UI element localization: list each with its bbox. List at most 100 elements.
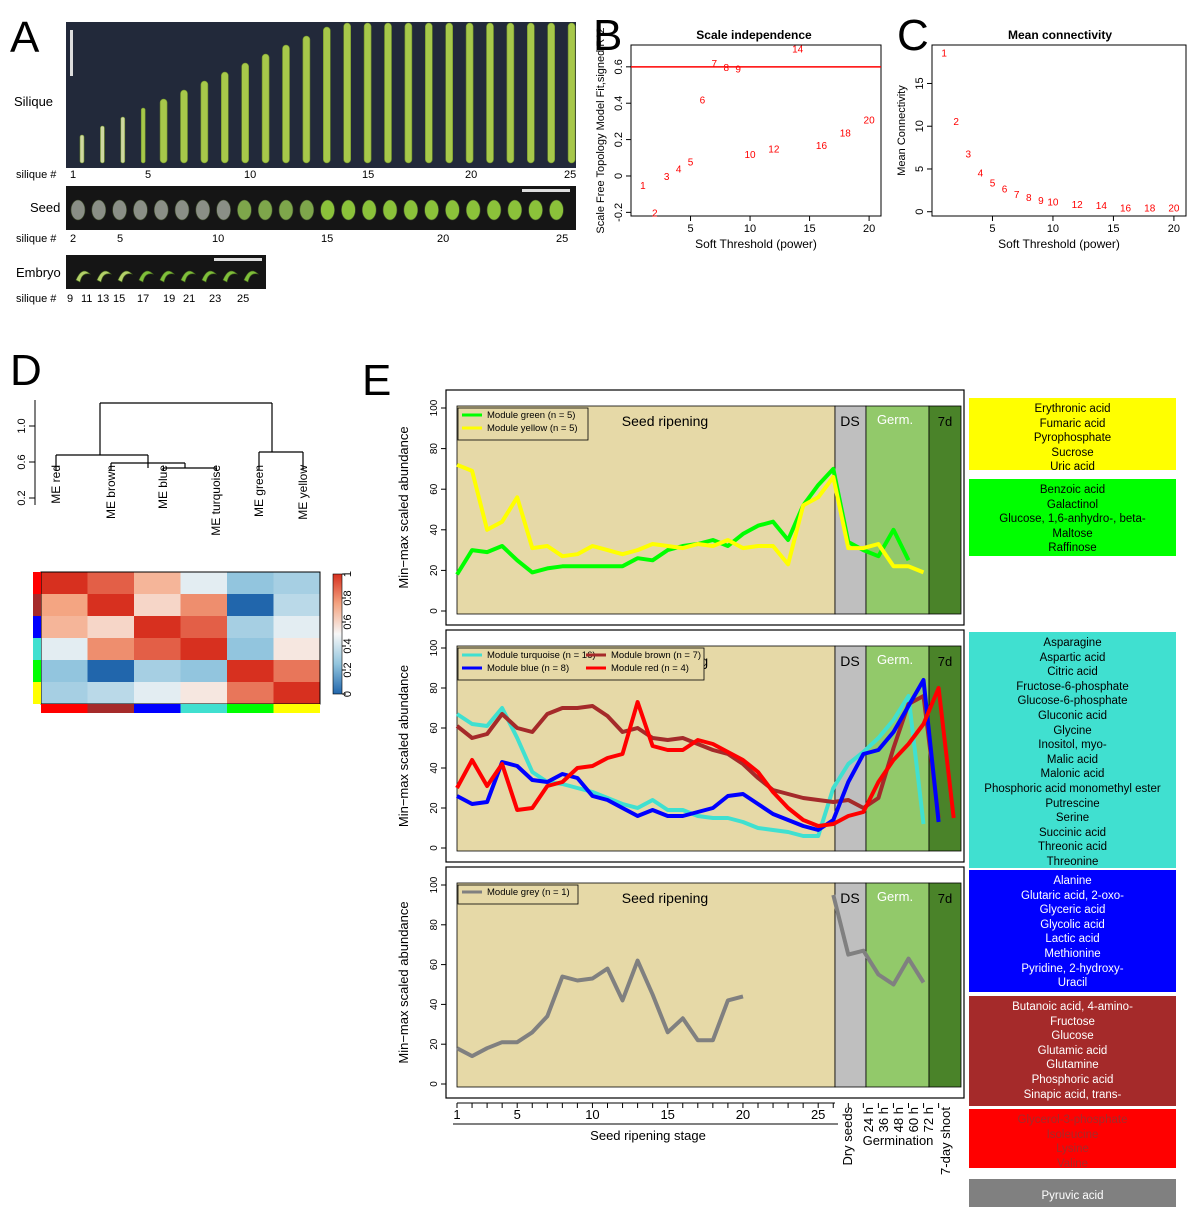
metabolite-name: Glycerol-3-phosphate [1017,1114,1128,1126]
heatmap-cell [273,638,320,660]
y-axis-label: Min−max scaled abundance [396,426,411,588]
y-tick-label: 0 [429,845,440,851]
metabolite-name: Malic acid [1046,753,1099,766]
heatmap-cell [273,572,320,594]
correlation-heatmap: 1 0.8 0.6 0.4 0.2 0 [33,571,354,713]
legend-label: Module brown (n = 7) [611,650,701,661]
silique-pod [465,22,474,164]
power-point-label: 1 [941,49,947,60]
y-tick-label: 0 [429,608,440,614]
embryo-tick-label: 13 [97,293,109,305]
x-tick-label: 15 [660,1107,674,1122]
color-scale-tick-label: 0.8 [342,590,354,605]
seed [195,199,211,221]
region-label-germ: Germ. [877,412,913,427]
heatmap-col-color-bar [134,704,181,713]
panel-e-letter: E [362,356,391,405]
heatmap-col-color-bar [227,704,274,713]
seed-row-label: Seed [30,200,60,215]
x-tick-label: 5 [514,1107,521,1122]
dendrogram-leaf-label: ME turquoise [209,465,223,536]
metabolite-name: Phosphoric acid [1031,1073,1114,1086]
seed-tick-label: 25 [556,233,568,245]
silique-pods [79,22,576,164]
metabolite-name: Threonic acid [1037,841,1108,854]
heatmap-cell [273,616,320,638]
power-point-label: 20 [1168,203,1180,214]
seed-tick-label: 20 [437,233,449,245]
metabolite-name: Aspartic acid [1039,651,1106,664]
seed-number-label: silique # [16,233,57,245]
power-point-label: 18 [1144,203,1156,214]
heatmap-cell [180,594,227,616]
power-point-label: 8 [1026,193,1032,204]
dendrogram-y-tick-label: 0.6 [16,454,28,469]
silique-row-label: Silique [14,94,53,109]
metabolite-name: Sinapic acid, trans- [1023,1088,1122,1101]
seed [361,199,377,221]
silique-pod [384,22,392,164]
y-tick-label: 80 [429,682,440,694]
heatmap-cell [227,594,274,616]
heatmap-row-color-bar [33,638,41,660]
embryo [96,270,112,283]
silique-pod [526,22,535,164]
seed-ticks: 2 5 10 15 20 25 [70,233,568,245]
metabolite-name: Glucose [1051,1030,1094,1043]
x-tick-label: 5 [989,223,995,235]
embryo [243,270,259,283]
panel-e: E Seed ripening DS Germ. 7d020406080100Min−… [362,356,965,1175]
seed [320,199,335,221]
heatmap-cell [134,682,181,704]
region-label-ripening: Seed ripening [622,413,708,429]
power-point-label: 2 [953,117,959,128]
silique-pod [567,22,576,164]
silique-pod [547,22,556,164]
y-tick-label: 5 [914,166,926,172]
metabolite-box: Glycerol-3-phosphate Isoleucine Lysine Vali… [969,1109,1176,1170]
embryo-tick-label: 17 [137,293,149,305]
plot-frame [931,44,1187,217]
dendrogram-leaf-label: ME green [252,465,266,517]
silique-tick-label: 20 [465,169,477,181]
metabolite-name: Glucose-6-phosphate [1017,695,1128,708]
plot-frame [630,44,882,217]
y-tick-label: 80 [429,919,440,931]
heatmap-cell [227,660,274,682]
heatmap-cell [41,594,88,616]
metabolite-name: Isoleucine [1046,1128,1099,1141]
silique-tick-label: 10 [244,169,256,181]
x-tick-label-rotated: 7-day shoot [938,1107,953,1175]
power-point-label: 2 [652,208,658,219]
metabolite-name: Serine [1055,812,1090,825]
metabolite-name: Putrescine [1045,797,1100,810]
silique-pod [445,22,454,164]
series-line [456,462,925,575]
x-tick-label-rotated: 36 h [876,1107,891,1132]
silique-tick-label: 5 [145,169,151,181]
x-tick-label: 20 [1168,223,1180,235]
metabolite-name: Inositol, myo- [1038,739,1107,752]
power-point-label: 16 [1120,203,1132,214]
region-label-ds: DS [840,653,859,669]
silique-pod [282,44,290,164]
y-tick-label: 20 [429,564,440,576]
metabolite-name: Fructose-6-phosphate [1016,680,1129,693]
legend-box [457,407,589,441]
metabolite-name: Uric acid [1050,461,1095,474]
heatmap-cell [134,594,181,616]
metabolite-name: Maltose [1052,527,1093,540]
power-point-label: 9 [735,65,741,76]
y-tick-label: 100 [429,876,440,893]
metabolite-name: Fumaric acid [1039,417,1106,430]
seed [445,199,460,221]
heatmap-cell [227,638,274,660]
silique-tick-label: 1 [70,169,76,181]
seed [549,199,564,221]
metabolite-name: Benzoic acid [1039,484,1106,496]
heatmap-cell [134,660,181,682]
y-tick-label: 40 [429,524,440,536]
metabolite-name: Threonine [1046,855,1099,868]
dendrogram-leaf-label: ME yellow [296,465,310,520]
